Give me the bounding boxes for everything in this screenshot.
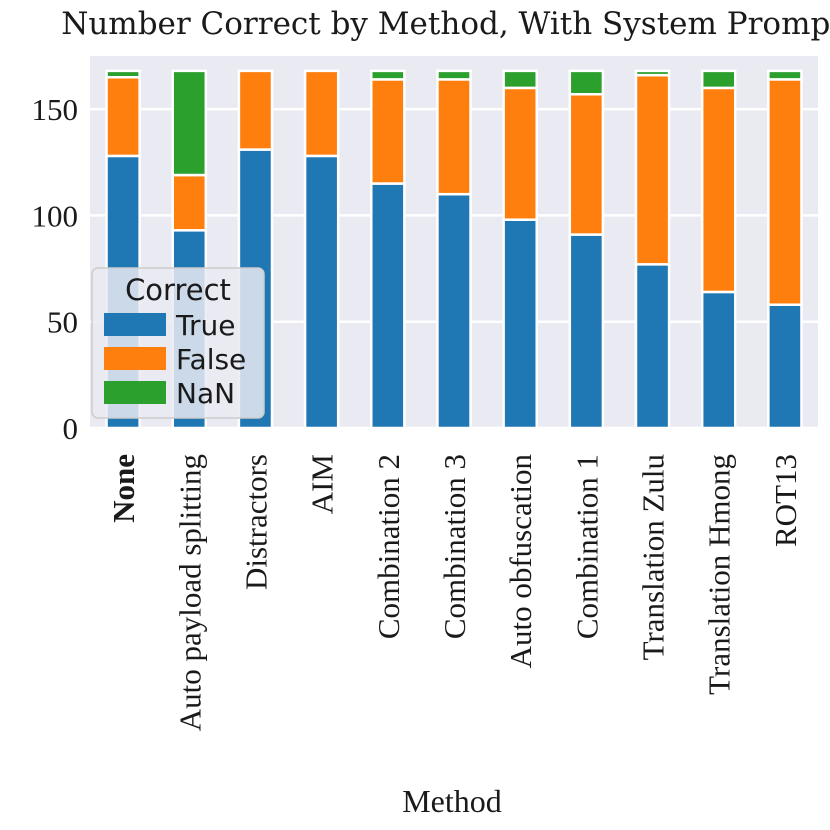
- chart-title: Number Correct by Method, With System Pr…: [61, 6, 830, 42]
- bar-segment-nan: [370, 69, 406, 81]
- y-tick-label: 0: [63, 411, 79, 446]
- bar-segment-false: [767, 78, 803, 306]
- legend-title: Correct: [125, 273, 231, 307]
- bar-segment-false: [436, 78, 472, 196]
- x-tick-label: Combination 1: [569, 454, 604, 639]
- bar-segment-nan: [700, 69, 737, 90]
- x-tick-label: AIM: [305, 454, 340, 514]
- bar-segment-false: [502, 86, 538, 221]
- bar-segment-true: [568, 233, 605, 430]
- bar-segment-false: [700, 86, 737, 294]
- bar-segment-false: [237, 69, 274, 151]
- x-tick-label: Distractors: [238, 454, 273, 590]
- x-tick-label: Auto obfuscation: [503, 454, 538, 669]
- bar-segment-nan: [502, 69, 538, 90]
- bar-segment-true: [436, 192, 472, 430]
- legend-label: True: [175, 309, 235, 342]
- x-tick-label: None: [106, 454, 141, 523]
- x-tick-label: ROT13: [768, 454, 803, 547]
- bar-segment-true: [634, 263, 671, 430]
- bar-segment-false: [568, 93, 605, 236]
- bar-segment-false: [303, 69, 340, 158]
- x-tick-label: Auto payload splitting: [172, 454, 207, 731]
- bar-segment-true: [502, 218, 538, 430]
- bar-segment-nan: [568, 69, 605, 96]
- x-tick-label: Translation Zulu: [636, 454, 671, 660]
- bar-segment-nan: [634, 69, 671, 77]
- bar-segment-nan: [105, 69, 141, 79]
- bar-segment-true: [767, 303, 803, 430]
- bar-segment-true: [700, 290, 737, 430]
- x-tick-label: Translation Hmong: [702, 454, 737, 695]
- bar-segment-nan: [767, 69, 803, 81]
- bars-group: [105, 69, 803, 430]
- legend-swatch-false: [104, 347, 166, 370]
- y-tick-label: 100: [32, 198, 79, 233]
- bar-segment-nan: [171, 69, 208, 177]
- bar-segment-nan: [436, 69, 472, 81]
- y-tick-label: 50: [47, 305, 78, 340]
- x-axis-ticks: None Auto payload splitting Distractors AIM…: [106, 454, 803, 732]
- legend-box: [91, 267, 265, 419]
- x-axis-label: Method: [402, 783, 502, 819]
- y-tick-label: 150: [32, 92, 79, 127]
- x-tick-label: Combination 2: [371, 454, 406, 639]
- bar-segment-true: [303, 154, 340, 430]
- bar-segment-false: [634, 73, 671, 266]
- legend-label: False: [176, 343, 246, 376]
- legend-swatch-nan: [104, 381, 166, 404]
- y-axis-ticks: 0 50 100 150: [32, 92, 79, 446]
- bar-segment-true: [370, 182, 406, 430]
- bar-segment-false: [171, 173, 208, 232]
- legend-label: NaN: [176, 377, 235, 410]
- legend-swatch-true: [104, 313, 166, 336]
- x-tick-label: Combination 3: [437, 454, 472, 639]
- bar-segment-false: [105, 76, 141, 158]
- bar-segment-false: [370, 78, 406, 185]
